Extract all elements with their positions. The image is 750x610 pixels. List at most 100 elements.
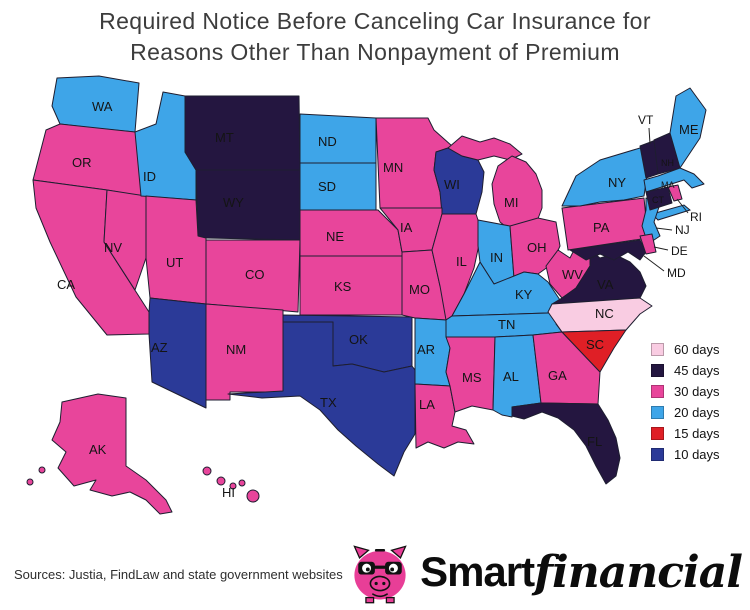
legend-swatch-45-days (651, 364, 664, 377)
state-MI-upper (447, 135, 523, 161)
pig-nostril-right (382, 581, 386, 586)
callout-label-VT: VT (638, 113, 654, 127)
state-FL (511, 402, 621, 485)
page-title: Required Notice Before Canceling Car Ins… (0, 6, 750, 68)
pig-nostril-left (374, 581, 378, 586)
map-legend: 60 days 45 days 30 days 20 days 15 days … (651, 339, 720, 465)
state-label-AR: AR (417, 342, 435, 357)
state-label-SD: SD (318, 179, 336, 194)
pig-body (354, 550, 406, 600)
pig-leg-left (365, 596, 375, 604)
state-CT (645, 186, 673, 211)
legend-label-15-days: 15 days (674, 426, 720, 441)
leader-line-MD (643, 255, 665, 272)
leader-line-RI (676, 198, 689, 214)
state-label-CA: CA (57, 277, 75, 292)
legend-label-60-days: 60 days (674, 342, 720, 357)
state-AK-island (38, 466, 46, 474)
state-HI-island (238, 479, 246, 487)
state-label-MO: MO (409, 282, 430, 297)
leader-line-DE (653, 246, 669, 251)
state-label-UT: UT (166, 255, 183, 270)
state-HI-island (246, 489, 260, 503)
callout-label-DE: DE (671, 244, 688, 258)
legend-row-10-days: 10 days (651, 444, 720, 465)
title-line-1: Required Notice Before Canceling Car Ins… (99, 8, 651, 34)
logo-word-smart: Smart (420, 548, 535, 595)
state-label-WI: WI (444, 177, 460, 192)
state-label-OK: OK (349, 332, 368, 347)
state-label-TX: TX (320, 395, 337, 410)
pig-pupil-right (390, 567, 395, 572)
pig-ear-left (353, 545, 370, 559)
state-RI (667, 184, 683, 202)
state-label-IN: IN (490, 250, 503, 265)
state-label-ME: ME (679, 122, 699, 137)
state-label-AZ: AZ (151, 340, 168, 355)
pig-leg-right (385, 596, 395, 604)
state-label-NE: NE (326, 229, 344, 244)
legend-label-20-days: 20 days (674, 405, 720, 420)
state-WY (195, 169, 301, 241)
pig-pupil-left (365, 567, 370, 572)
state-NY (561, 147, 651, 207)
state-label-NV: NV (104, 240, 122, 255)
state-label-FL: FL (587, 434, 602, 449)
state-label-OR: OR (72, 155, 92, 170)
state-label-AK: AK (89, 442, 107, 457)
legend-swatch-60-days (651, 343, 664, 356)
state-NV (103, 189, 147, 291)
state-label-CO: CO (245, 267, 265, 282)
state-label-TN: TN (498, 317, 515, 332)
state-MD (569, 239, 647, 261)
state-MA (643, 167, 705, 193)
legend-row-20-days: 20 days (651, 402, 720, 423)
state-ME (669, 87, 707, 169)
state-TX (227, 321, 416, 477)
state-label-SC: SC (586, 337, 604, 352)
state-label-MS: MS (462, 370, 482, 385)
state-GA (532, 331, 601, 405)
leader-line-VT (648, 127, 651, 145)
callout-label-NJ: NJ (675, 223, 690, 237)
callout-label-RI: RI (690, 210, 702, 224)
state-label-NY: NY (608, 175, 626, 190)
legend-label-45-days: 45 days (674, 363, 720, 378)
legend-row-15-days: 15 days (651, 423, 720, 444)
legend-row-60-days: 60 days (651, 339, 720, 360)
state-label-NM: NM (226, 342, 246, 357)
state-label-KS: KS (334, 279, 352, 294)
state-label-GA: GA (548, 368, 567, 383)
pig-mouth (371, 593, 389, 598)
legend-row-45-days: 45 days (651, 360, 720, 381)
state-label-IA: IA (400, 220, 413, 235)
state-label-IL: IL (456, 254, 467, 269)
state-HI-island (202, 466, 212, 476)
legend-swatch-10-days (651, 448, 664, 461)
title-line-2: Reasons Other Than Nonpayment of Premium (130, 39, 620, 65)
state-NY-long-island (651, 204, 692, 221)
state-label-NC: NC (595, 306, 614, 321)
state-label-NH: NH (661, 158, 674, 168)
state-label-WV: WV (562, 267, 583, 282)
state-label-LA: LA (419, 397, 435, 412)
state-UT (145, 195, 207, 305)
state-label-OH: OH (527, 240, 547, 255)
state-MT (184, 95, 301, 171)
state-label-WA: WA (92, 99, 113, 114)
state-SD (299, 162, 377, 211)
smartfinancial-logo: Smart financial (348, 540, 743, 604)
legend-row-30-days: 30 days (651, 381, 720, 402)
state-label-MN: MN (383, 160, 403, 175)
state-label-KY: KY (515, 287, 533, 302)
glasses-bridge (373, 565, 387, 569)
state-label-WY: WY (223, 195, 244, 210)
callout-label-MD: MD (667, 266, 686, 280)
state-AK-island (26, 478, 34, 486)
state-label-MA: MA (661, 180, 675, 190)
state-label-VA: VA (597, 277, 614, 292)
state-label-CT: CT (652, 195, 664, 205)
state-label-MT: MT (215, 130, 234, 145)
